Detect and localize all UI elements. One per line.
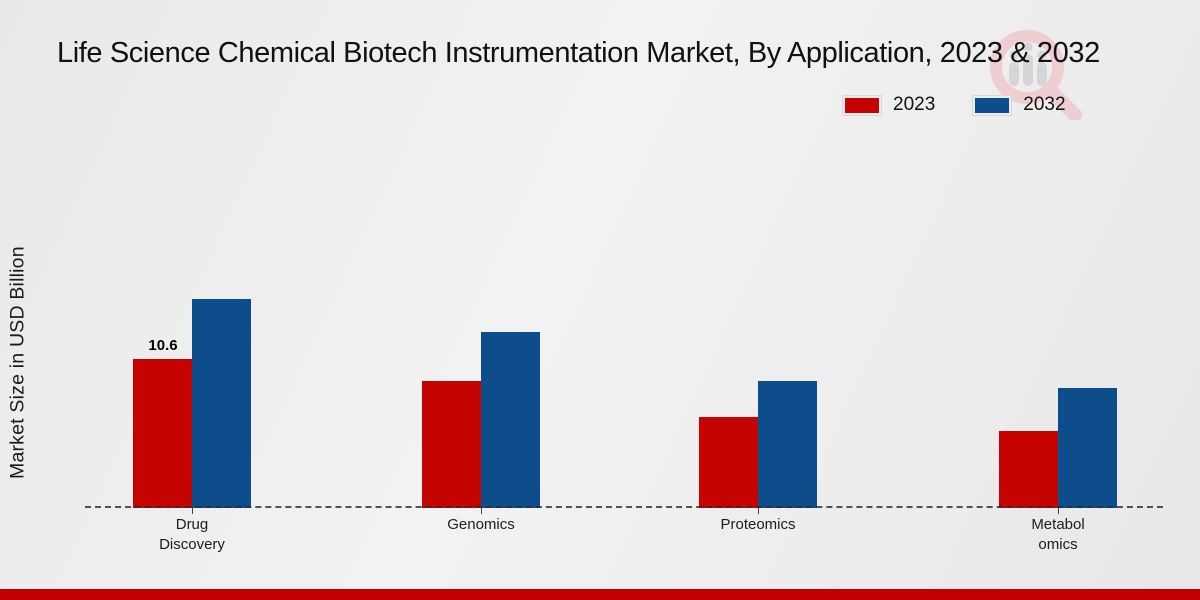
x-axis-tick: [481, 508, 482, 514]
category-label: Metabol omics: [1031, 516, 1085, 554]
bar-value-label: 10.6: [148, 337, 178, 354]
bar-2023-cat2: [699, 417, 758, 508]
x-axis-baseline: [85, 506, 1163, 508]
x-axis-tick: [1058, 508, 1059, 514]
watermark-logo-icon: [985, 25, 1097, 125]
brand-strip: [0, 589, 1200, 600]
bar-2023-cat0: [133, 359, 192, 508]
bar-2032-cat1: [481, 332, 540, 508]
legend-item-2032: 2032: [973, 94, 1066, 116]
chart-title: Life Science Chemical Biotech Instrument…: [57, 37, 1100, 69]
bar-2032-cat3: [1058, 388, 1117, 508]
legend-label: 2032: [1023, 94, 1066, 115]
category-label: Proteomics: [720, 516, 796, 533]
bar-2023-cat3: [999, 431, 1058, 508]
bar-2032-cat2: [758, 381, 817, 508]
legend-swatch-icon: [973, 95, 1012, 115]
legend-label: 2023: [893, 94, 936, 115]
category-label: Genomics: [447, 516, 515, 533]
x-axis-tick: [758, 508, 759, 514]
bar-2032-cat0: [192, 299, 251, 508]
legend-item-2023: 2023: [843, 94, 935, 116]
category-label: Drug Discovery: [159, 516, 225, 554]
legend: 2023 2032: [843, 94, 1066, 116]
y-axis-label: Market Size in USD Billion: [6, 246, 29, 479]
legend-swatch-icon: [843, 95, 881, 115]
bar-2023-cat1: [422, 381, 481, 508]
x-axis-tick: [192, 508, 193, 514]
